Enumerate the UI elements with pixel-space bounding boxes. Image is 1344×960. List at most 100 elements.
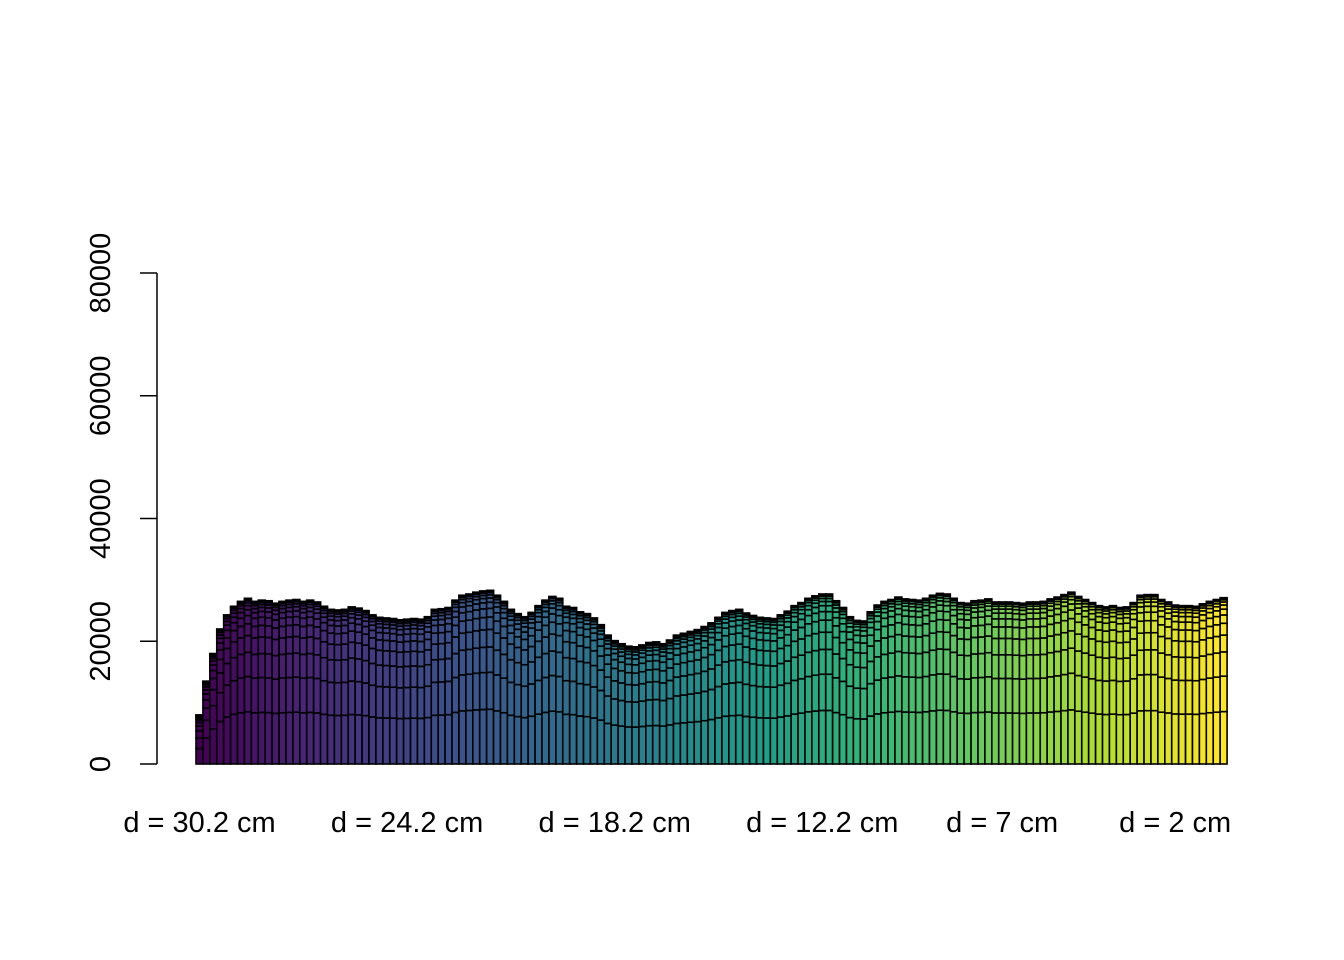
bar-segment [644, 699, 654, 727]
bar [811, 595, 820, 765]
bar-segment [388, 650, 398, 667]
bar-segment [471, 672, 481, 711]
bar-segment [852, 641, 862, 654]
bar-segment [1205, 625, 1215, 639]
bar-segment [527, 661, 536, 685]
bar [1150, 593, 1159, 765]
bar-segment [202, 698, 211, 709]
bar-segment [679, 661, 689, 677]
bar [465, 593, 474, 765]
bar-segment [326, 619, 336, 627]
bar-segment [624, 671, 633, 686]
bar [209, 652, 218, 765]
bar-segment [402, 618, 412, 621]
bar-segment [783, 682, 792, 717]
bar-segment [1067, 617, 1076, 632]
bar-segment [1004, 618, 1014, 628]
bar-segment [665, 697, 675, 726]
bar-segment [914, 636, 924, 655]
bar-segment [1184, 615, 1194, 623]
bar-segment [1164, 618, 1173, 628]
bar-segment [977, 610, 986, 618]
bar-segment [831, 611, 841, 619]
bar-segment [852, 666, 862, 689]
bar-segment [1219, 651, 1228, 677]
bar-segment [610, 680, 619, 700]
bar-segment [873, 713, 882, 765]
bar-segment [658, 661, 668, 672]
bar-segment [499, 711, 509, 765]
bar [278, 600, 287, 765]
bar-segment [907, 610, 917, 618]
bar-segment [1115, 630, 1125, 644]
bar [1205, 600, 1215, 765]
bar-segment [672, 676, 682, 697]
bar-segment [935, 592, 945, 595]
bar [921, 597, 931, 765]
bar-segment [423, 615, 433, 619]
bar-segment [589, 649, 599, 667]
bar-segment [285, 610, 294, 618]
bar-segment [1039, 611, 1048, 620]
bar-segment [1129, 601, 1138, 605]
bar-segment [638, 725, 647, 765]
bar-segment [458, 606, 467, 614]
bar-segment [734, 619, 744, 627]
bar [748, 614, 758, 765]
bar-segment [492, 594, 502, 597]
bar-segment [1136, 710, 1145, 765]
bar-segment [1011, 638, 1021, 657]
bar-segment [873, 640, 882, 658]
bar-segment [935, 648, 945, 675]
bar-segment [209, 704, 218, 730]
bar-segment [845, 716, 855, 765]
bar-segment [700, 719, 709, 765]
bar-segment [811, 632, 820, 652]
bar-segment [1067, 672, 1076, 711]
bar-segment [1060, 673, 1069, 712]
bar-segment [859, 642, 869, 654]
bar [548, 595, 557, 765]
bar-segment [928, 632, 938, 652]
bar-segment [298, 637, 308, 656]
bar-segment [347, 616, 356, 625]
bar-segment [388, 717, 398, 765]
bar-segment [568, 641, 578, 660]
bar-segment [319, 605, 329, 608]
bar-segment [430, 632, 439, 645]
bar-segment [471, 647, 481, 675]
bar-segment [1129, 712, 1138, 765]
bar-segment [1067, 609, 1076, 620]
bar-segment [1094, 604, 1104, 608]
bar-segment [465, 709, 474, 765]
bar-segment [478, 616, 488, 631]
bar-segment [1011, 712, 1021, 765]
bar [250, 600, 260, 765]
bar-segment [624, 663, 633, 674]
bar-segment [402, 665, 412, 689]
bar-segment [582, 683, 592, 718]
bar-segment [312, 653, 322, 680]
bar-segment [610, 724, 619, 765]
bar-segment [880, 611, 889, 620]
bar-segment [340, 608, 350, 611]
bar-segment [942, 604, 952, 613]
bar-segment [1143, 593, 1152, 597]
bar-segment [769, 717, 779, 765]
bar [513, 612, 523, 765]
bar-segment [354, 658, 363, 683]
bar [790, 604, 799, 765]
bar-segment [575, 626, 585, 637]
bar-segment [977, 624, 986, 638]
bar-segment [492, 710, 502, 765]
bar-segment [416, 618, 426, 621]
bar-segment [790, 604, 799, 608]
bar [769, 617, 779, 765]
bar-segment [485, 628, 495, 648]
bar-segment [292, 635, 301, 654]
bar [617, 642, 626, 765]
bar-segment [1212, 635, 1221, 654]
bar-segment [928, 620, 938, 634]
bar-segment [465, 610, 474, 621]
bar [292, 598, 301, 765]
